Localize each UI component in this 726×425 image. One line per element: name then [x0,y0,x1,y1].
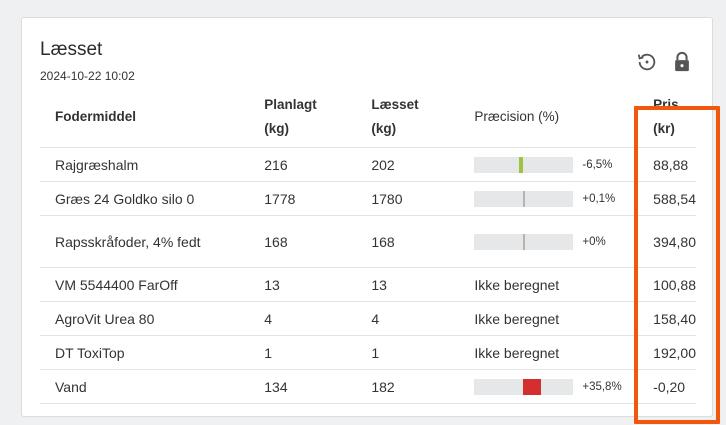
planned-cell: 4 [264,301,372,336]
loaded-cell: 168 [371,215,475,268]
price-cell: -0,20 [635,369,696,404]
price-cell: 588,54 [635,181,696,216]
feed-name-cell: Rajgræshalm [40,147,265,182]
table-header-row: Fodermiddel Planlagt (kg) Læsset (kg) Præc… [40,87,696,148]
precision-bar [474,156,574,173]
planned-cell: 13 [264,267,372,302]
planned-cell: 1778 [264,181,372,216]
table-row: Rapsskråfoder, 4% fedt 168 168 +0% 394,80 [40,215,696,268]
planned-cell: 168 [264,215,372,268]
loaded-card: Læsset 2024-10-22 10:02 Fodermiddel Plan… [21,17,720,424]
price-column-highlight [634,106,720,424]
feed-name-cell: Vand [40,369,265,404]
loaded-cell: 13 [371,267,475,302]
precision-text: -6,5% [582,158,613,171]
header-precision: Præcision (%) [474,87,636,148]
precision-cell: Ikke beregnet [474,335,636,370]
planned-cell: 216 [264,147,372,182]
planned-cell: 134 [264,369,372,404]
header-planned: Planlagt (kg) [264,87,372,148]
precision-cell: +0,1% [474,181,636,216]
feed-name-cell: DT ToxiTop [40,335,265,370]
loaded-cell: 1780 [371,181,475,216]
feed-name-cell: AgroVit Urea 80 [40,301,265,336]
table-row: Rajgræshalm 216 202 -6,5% 88,88 [40,147,696,182]
price-cell: 158,40 [635,301,696,336]
table-row: DT ToxiTop 1 1 Ikke beregnet 192,00 [40,335,696,370]
loaded-cell: 182 [371,369,475,404]
precision-text: +0% [582,235,606,248]
history-icon[interactable] [636,51,658,73]
feed-name-cell: VM 5544400 FarOff [40,267,265,302]
precision-cell: Ikke beregnet [474,301,636,336]
table-row: Græs 24 Goldko silo 0 1778 1780 +0,1% 588,54 [40,181,696,216]
precision-text: +0,1% [582,192,616,205]
precision-text: +35,8% [582,380,622,393]
card-title: Læsset [40,39,103,60]
precision-bar [474,190,574,207]
price-cell: 394,80 [635,215,696,268]
precision-marker [523,378,542,395]
feed-table: Fodermiddel Planlagt (kg) Læsset (kg) Præc… [40,87,696,404]
feed-name-cell: Rapsskråfoder, 4% fedt [40,215,265,268]
table-row: Vand 134 182 +35,8% -0,20 [40,369,696,404]
precision-cell: +35,8% [474,369,636,404]
feed-name-cell: Græs 24 Goldko silo 0 [40,181,265,216]
precision-marker [518,156,523,173]
header-price: Pris (kr) [635,87,696,148]
header-feed: Fodermiddel [40,87,265,148]
timestamp: 2024-10-22 10:02 [40,69,135,83]
precision-cell: Ikke beregnet [474,267,636,302]
precision-bar [474,378,574,395]
table-row: VM 5544400 FarOff 13 13 Ikke beregnet 100,88 [40,267,696,302]
table-row: AgroVit Urea 80 4 4 Ikke beregnet 158,40 [40,301,696,336]
precision-cell: +0% [474,215,636,268]
loaded-cell: 202 [371,147,475,182]
price-cell: 100,88 [635,267,696,302]
precision-bar [474,233,574,250]
header-loaded: Læsset (kg) [371,87,475,148]
price-cell: 192,00 [635,335,696,370]
precision-marker [523,190,526,207]
planned-cell: 1 [264,335,372,370]
loaded-cell: 4 [371,301,475,336]
lock-icon[interactable] [671,51,693,73]
precision-cell: -6,5% [474,147,636,182]
loaded-cell: 1 [371,335,475,370]
precision-marker [523,233,526,250]
price-cell: 88,88 [635,147,696,182]
